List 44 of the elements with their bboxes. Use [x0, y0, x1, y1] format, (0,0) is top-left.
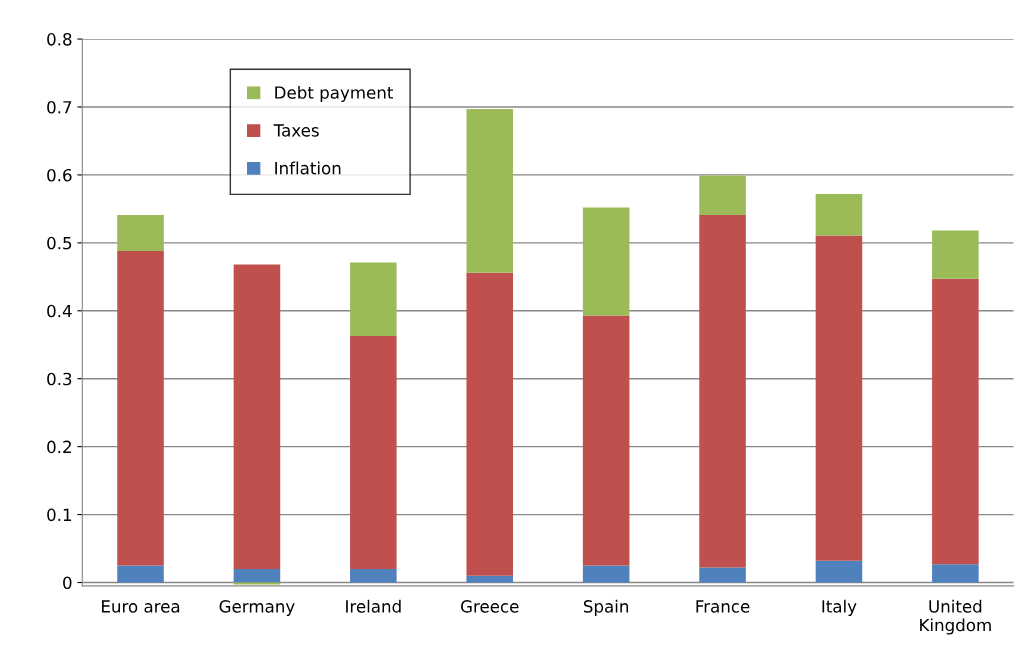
bar [350, 568, 397, 583]
bar [932, 564, 979, 583]
bar [815, 235, 863, 561]
bar [466, 575, 514, 583]
bar [466, 109, 514, 273]
legend-label: Inflation [275, 161, 341, 175]
bar [233, 582, 281, 585]
bar [117, 565, 164, 583]
y-tick-label: 0 [63, 576, 72, 590]
y-tick-label: 0.2 [47, 440, 71, 454]
x-tick-label: Euro area [102, 600, 180, 613]
bar [699, 175, 746, 215]
bar [117, 215, 164, 251]
bar [932, 278, 979, 565]
bar [699, 567, 746, 583]
bar [582, 315, 630, 566]
x-tick-label: Italy [822, 599, 857, 616]
legend-label: Debt payment [275, 85, 394, 103]
y-tick-label: 0.7 [47, 100, 72, 114]
bar [466, 272, 514, 576]
y-tick-label: 0.5 [47, 236, 72, 250]
bar [932, 230, 979, 279]
bar [815, 193, 863, 236]
bar [350, 335, 397, 569]
y-tick-label: 0.4 [47, 304, 72, 318]
x-tick-label: United Kingdom [920, 599, 991, 635]
bar [233, 264, 281, 569]
y-tick-label: 0.8 [47, 33, 72, 46]
bar [582, 565, 630, 583]
bar [582, 207, 630, 316]
y-tick-label: 0.6 [47, 168, 72, 182]
bar [233, 568, 281, 583]
x-tick-label: Germany [219, 600, 295, 616]
bar [350, 262, 397, 336]
legend-label: Taxes [273, 124, 319, 137]
y-tick-label: 0.3 [47, 372, 72, 386]
bar [117, 251, 164, 566]
bar [815, 560, 863, 583]
x-tick-label: France [696, 600, 750, 613]
x-tick-label: Greece [461, 600, 519, 613]
x-tick-label: Ireland [346, 599, 401, 613]
y-tick-label: 0.1 [47, 508, 72, 522]
bar [699, 215, 746, 568]
x-tick-label: Spain [583, 599, 629, 616]
